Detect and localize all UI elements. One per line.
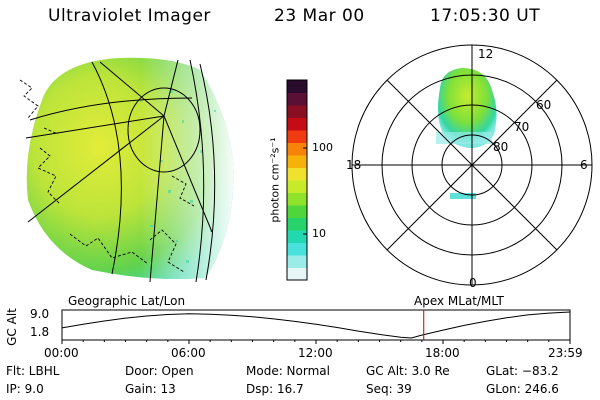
filter-info: Flt: LBHL (6, 364, 60, 378)
mlt-label-12: 12 (478, 47, 494, 61)
ytick-label-high: 9.0 (30, 307, 50, 321)
colorbar-swatch (287, 167, 307, 181)
mlat-label-70: 70 (514, 120, 530, 134)
colorbar (286, 79, 308, 281)
dayside-fade (26, 57, 235, 279)
gc-alt-info: GC Alt: 3.0 Re (366, 364, 450, 378)
door-info: Door: Open (125, 364, 194, 378)
colorbar-swatch (287, 217, 307, 231)
colorbar-swatch (287, 180, 307, 193)
ip-info: IP: 9.0 (6, 382, 44, 396)
coastlines (19, 79, 195, 273)
glat-info: GLat: −83.2 (486, 364, 559, 378)
gc-alt-line (61, 311, 571, 339)
mlat-label-80: 80 (493, 140, 509, 154)
mode-info: Mode: Normal (246, 364, 330, 378)
time-label: 17:05:30 UT (430, 6, 541, 26)
colorbar-swatch (287, 155, 307, 168)
colorbar-swatch (287, 80, 307, 93)
seq-info: Seq: 39 (366, 382, 412, 396)
polar-grid (351, 44, 593, 286)
right-image-caption: Apex MLat/MLT (414, 294, 504, 308)
glon-info: GLon: 246.6 (486, 382, 559, 396)
xtick-label: 00:00 (44, 346, 79, 360)
geographic-image (19, 57, 235, 283)
gain-info: Gain: 13 (125, 382, 176, 396)
colorbar-swatch (287, 192, 307, 206)
polar-image (351, 44, 593, 286)
auroral-oval (438, 68, 497, 148)
colorbar-swatch (287, 255, 307, 268)
mlt-label-18: 18 (346, 158, 362, 172)
colorbar-unit-label: photon cm⁻²s⁻¹ (268, 137, 282, 223)
colorbar-tick-label-10: 10 (312, 227, 326, 240)
mlt-label-6: 6 (580, 158, 588, 172)
xtick-label: 12:00 (298, 346, 333, 360)
mlat-label-60: 60 (536, 98, 552, 112)
dawn-spot (450, 193, 476, 199)
date-label: 23 Mar 00 (274, 6, 365, 26)
chart-frame (61, 309, 571, 341)
instrument-title: Ultraviolet Imager (48, 6, 211, 26)
xtick-label: 06:00 (171, 346, 206, 360)
geo-grid (25, 59, 216, 283)
xtick-label: 23:59 (548, 346, 583, 360)
colorbar-swatch (287, 267, 307, 281)
xtick-label: 18:00 (425, 346, 460, 360)
colorbar-swatch (287, 92, 307, 106)
colorbar-swatch (287, 242, 307, 256)
colorbar-swatch (287, 117, 307, 131)
x-ticks (61, 340, 571, 344)
colorbar-tick-label-100: 100 (312, 141, 333, 154)
chart-ylabel: GC Alt (5, 308, 19, 346)
oval-fringe (436, 132, 492, 144)
dsp-info: Dsp: 16.7 (246, 382, 304, 396)
ytick-label-low: 1.8 (30, 325, 50, 339)
colorbar-swatch (287, 205, 307, 218)
colorbar-swatch (287, 105, 307, 118)
colorbar-swatch (287, 230, 307, 243)
mlt-label-0: 0 (469, 276, 477, 290)
left-image-caption: Geographic Lat/Lon (68, 294, 186, 308)
colorbar-swatch (287, 142, 307, 156)
gc-alt-chart (61, 309, 571, 344)
colorbar-swatch (287, 130, 307, 143)
